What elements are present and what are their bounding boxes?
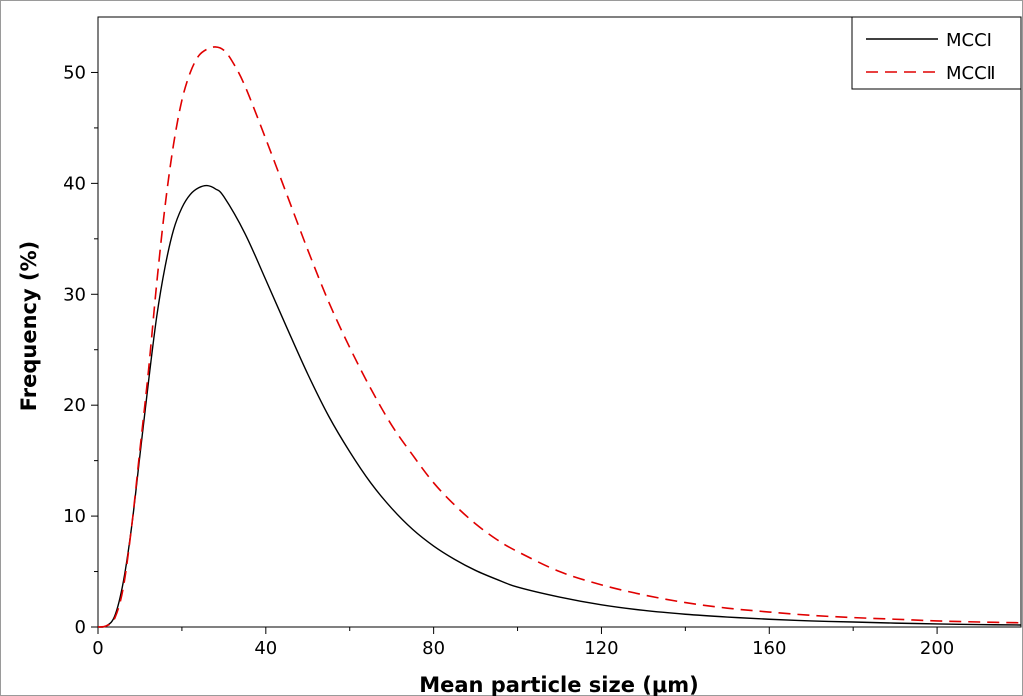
legend-label-1: MCCⅡ: [946, 63, 996, 84]
legend-box: [851, 16, 1022, 90]
y-axis-ticks: 0 10 20 30 40 50: [63, 62, 98, 638]
x-tick-label: 160: [752, 638, 786, 659]
y-tick-label: 20: [63, 395, 86, 416]
legend: MCCI MCCⅡ: [851, 16, 1022, 90]
y-axis-title: Frequency (%): [17, 241, 41, 411]
series-line-0: [97, 184, 1022, 628]
x-tick-label: 120: [584, 638, 618, 659]
x-axis-ticks: 0 40 80 120 160 200: [92, 627, 954, 659]
x-tick-label: 200: [920, 638, 954, 659]
series-lines: [97, 46, 1022, 628]
y-tick-label: 10: [63, 506, 86, 527]
y-tick-label: 50: [63, 62, 86, 83]
x-tick-label: 0: [92, 638, 103, 659]
legend-label-0: MCCI: [946, 30, 992, 51]
y-tick-label: 30: [63, 284, 86, 305]
x-axis-title: Mean particle size (μm): [419, 673, 699, 696]
series-line-1: [97, 46, 1022, 628]
plot-area-frame: [97, 16, 1022, 628]
y-tick-label: 40: [63, 173, 86, 194]
x-tick-label: 80: [422, 638, 445, 659]
y-tick-label: 0: [75, 617, 86, 638]
x-tick-label: 40: [254, 638, 277, 659]
